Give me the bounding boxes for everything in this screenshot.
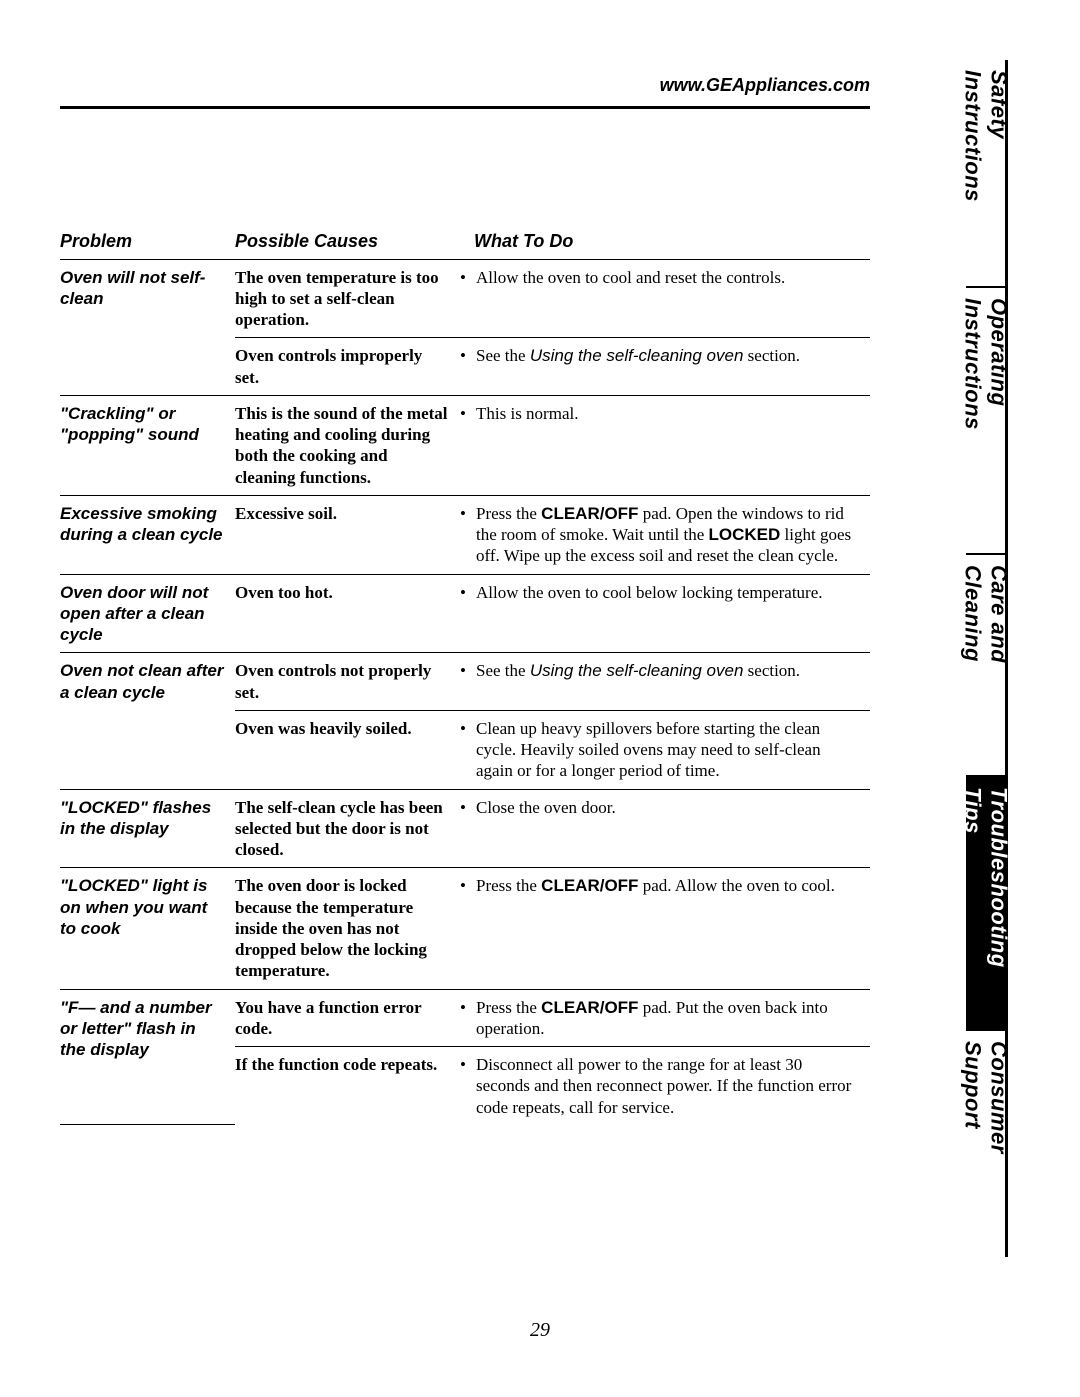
table-row: Oven not clean after a clean cycleOven c… xyxy=(60,653,870,711)
what-text: Close the oven door. xyxy=(476,797,860,818)
troubleshooting-table: Problem Possible Causes What To Do Oven … xyxy=(60,224,870,1125)
problem-cell: "LOCKED" flashes in the display xyxy=(60,789,235,868)
bullet-icon: • xyxy=(460,660,476,681)
table-row: Oven will not self-cleanThe oven tempera… xyxy=(60,259,870,338)
what-text: See the Using the self-cleaning oven sec… xyxy=(476,345,860,366)
what-cell: •Disconnect all power to the range for a… xyxy=(460,1047,870,1125)
problem-cell: "LOCKED" light is on when you want to co… xyxy=(60,868,235,989)
what-text: Press the CLEAR/OFF pad. Put the oven ba… xyxy=(476,997,860,1040)
table-body: Oven will not self-cleanThe oven tempera… xyxy=(60,259,870,1125)
section-tab[interactable]: Safety Instructions xyxy=(966,60,1008,286)
what-text: Allow the oven to cool and reset the con… xyxy=(476,267,860,288)
cause-cell: Oven controls not properly set. xyxy=(235,653,460,711)
cause-cell: You have a function error code. xyxy=(235,989,460,1047)
table-row: "Crackling" or "popping" soundThis is th… xyxy=(60,395,870,495)
header-url: www.GEAppliances.com xyxy=(60,75,870,109)
bullet-icon: • xyxy=(460,582,476,603)
col-header-problem: Problem xyxy=(60,224,235,259)
table-row: Excessive smoking during a clean cycleEx… xyxy=(60,495,870,574)
what-cell: •This is normal. xyxy=(460,395,870,495)
table-header-row: Problem Possible Causes What To Do xyxy=(60,224,870,259)
problem-cell: "F— and a number or letter" flash in the… xyxy=(60,989,235,1125)
bullet-icon: • xyxy=(460,997,476,1040)
problem-cell: Oven door will not open after a clean cy… xyxy=(60,574,235,653)
what-text: Clean up heavy spillovers before startin… xyxy=(476,718,860,782)
what-text: Press the CLEAR/OFF pad. Allow the oven … xyxy=(476,875,860,896)
cause-cell: The oven door is locked because the temp… xyxy=(235,868,460,989)
bullet-icon: • xyxy=(460,1054,476,1118)
what-cell: •Allow the oven to cool and reset the co… xyxy=(460,259,870,338)
what-cell: •Close the oven door. xyxy=(460,789,870,868)
cause-cell: The self-clean cycle has been selected b… xyxy=(235,789,460,868)
section-tab[interactable]: Operating Instructions xyxy=(966,286,1008,553)
cause-cell: This is the sound of the metal heating a… xyxy=(235,395,460,495)
bullet-icon: • xyxy=(460,267,476,288)
cause-cell: Oven controls improperly set. xyxy=(235,338,460,396)
problem-cell: Excessive smoking during a clean cycle xyxy=(60,495,235,574)
section-tab[interactable]: Troubleshooting Tips xyxy=(966,775,1008,1029)
what-cell: •See the Using the self-cleaning oven se… xyxy=(460,338,870,396)
what-cell: •Press the CLEAR/OFF pad. Put the oven b… xyxy=(460,989,870,1047)
bullet-icon: • xyxy=(460,403,476,424)
bullet-icon: • xyxy=(460,345,476,366)
what-cell: •Press the CLEAR/OFF pad. Allow the oven… xyxy=(460,868,870,989)
what-cell: •See the Using the self-cleaning oven se… xyxy=(460,653,870,711)
problem-cell: Oven will not self-clean xyxy=(60,259,235,395)
what-cell: •Clean up heavy spillovers before starti… xyxy=(460,710,870,789)
problem-cell: Oven not clean after a clean cycle xyxy=(60,653,235,789)
what-text: See the Using the self-cleaning oven sec… xyxy=(476,660,860,681)
table-row: Oven door will not open after a clean cy… xyxy=(60,574,870,653)
col-header-what: What To Do xyxy=(460,224,870,259)
what-text: Allow the oven to cool below locking tem… xyxy=(476,582,860,603)
what-text: This is normal. xyxy=(476,403,860,424)
what-cell: •Press the CLEAR/OFF pad. Open the windo… xyxy=(460,495,870,574)
what-text: Press the CLEAR/OFF pad. Open the window… xyxy=(476,503,860,567)
section-tabs: Safety InstructionsOperating Instruction… xyxy=(966,60,1008,1257)
table-row: "LOCKED" flashes in the displayThe self-… xyxy=(60,789,870,868)
what-cell: •Allow the oven to cool below locking te… xyxy=(460,574,870,653)
section-tab[interactable]: Care and Cleaning xyxy=(966,553,1008,775)
bullet-icon: • xyxy=(460,797,476,818)
cause-cell: If the function code repeats. xyxy=(235,1047,460,1125)
col-header-causes: Possible Causes xyxy=(235,224,460,259)
cause-cell: Excessive soil. xyxy=(235,495,460,574)
bullet-icon: • xyxy=(460,875,476,896)
problem-cell: "Crackling" or "popping" sound xyxy=(60,395,235,495)
cause-cell: Oven was heavily soiled. xyxy=(235,710,460,789)
cause-cell: Oven too hot. xyxy=(235,574,460,653)
section-tab[interactable]: Consumer Support xyxy=(966,1029,1008,1257)
table-row: "LOCKED" light is on when you want to co… xyxy=(60,868,870,989)
table-row: "F— and a number or letter" flash in the… xyxy=(60,989,870,1047)
bullet-icon: • xyxy=(460,718,476,782)
page-number: 29 xyxy=(0,1319,1080,1342)
cause-cell: The oven temperature is too high to set … xyxy=(235,259,460,338)
what-text: Disconnect all power to the range for at… xyxy=(476,1054,860,1118)
bullet-icon: • xyxy=(460,503,476,567)
